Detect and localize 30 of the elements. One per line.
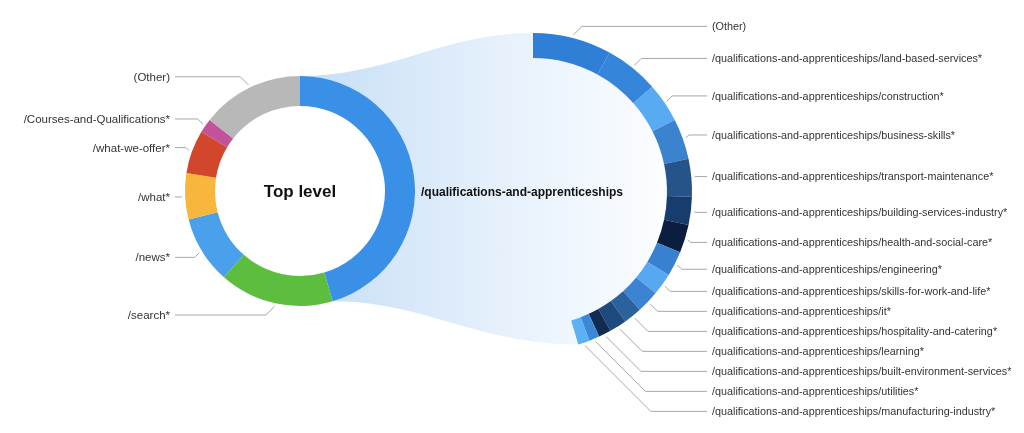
- donut-slice: [201, 119, 234, 148]
- slice-label: /what-we-offer*: [92, 141, 171, 154]
- slice-label: /news*: [135, 251, 171, 264]
- slice-label: /qualifications-and-apprenticeships/skills-for-work-and-life*: [712, 285, 992, 298]
- slice-label: /Courses-and-Qualifications*: [23, 112, 171, 125]
- text: Top level: [263, 181, 337, 201]
- slice-label: /qualifications-and-apprenticeships/building-services-industry*: [712, 206, 1009, 219]
- donut-slice: [186, 131, 228, 178]
- donut-slice: [300, 76, 415, 302]
- slice-label: (Other): [133, 70, 171, 83]
- slice-label: /what*: [138, 191, 171, 204]
- slice-label: /qualifications-and-apprenticeships/construction*: [712, 89, 945, 102]
- donut-slice: [188, 212, 244, 278]
- slice-label: /qualifications-and-apprenticeships/it*: [712, 305, 892, 318]
- slice-label: /qualifications-and-apprenticeships/utilities*: [712, 385, 920, 398]
- slice-label: /qualifications-and-apprenticeships/health-and-social-care*: [712, 236, 994, 249]
- slice-label: /qualifications-and-apprenticeships/hospitality-and-catering*: [712, 325, 998, 338]
- slice-label: /qualifications-and-apprenticeships/business-skills*: [712, 128, 956, 141]
- slice-label: /qualifications-and-apprenticeships/manufacturing-industry*: [712, 405, 997, 418]
- text: /qualifications-and-apprenticeships: [420, 185, 624, 200]
- slice-label: /qualifications-and-apprenticeships/built-environment-services*: [712, 365, 1013, 378]
- slice-label: /qualifications-and-apprenticeships/engineering*: [712, 263, 943, 276]
- slice-label: /qualifications-and-apprenticeships/transport-maintenance*: [712, 170, 995, 183]
- donut-slice: [223, 254, 333, 306]
- donut-slice: [209, 76, 300, 139]
- donut-slice: [185, 173, 218, 220]
- slice-label: /qualifications-and-apprenticeships/learning*: [712, 345, 925, 358]
- slice-label: /search*: [127, 309, 171, 322]
- slice-label: /qualifications-and-apprenticeships/land-based-services*: [712, 52, 983, 65]
- slice-label: (Other): [712, 20, 747, 33]
